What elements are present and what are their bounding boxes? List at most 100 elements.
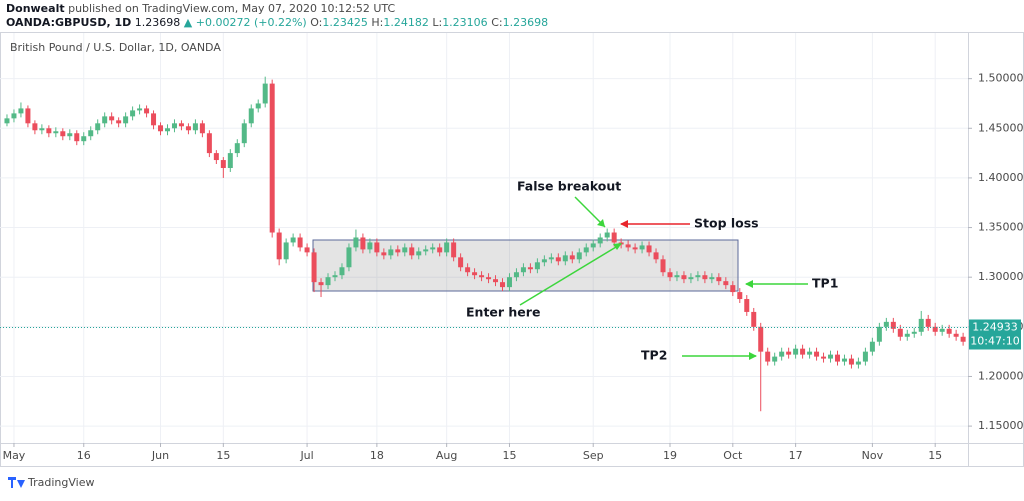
candle-body [576, 252, 582, 260]
candle-body [632, 247, 638, 250]
candle-body [18, 108, 24, 114]
candle-body [828, 354, 834, 359]
candle-body [506, 277, 512, 288]
candle-body [213, 153, 219, 161]
candle-body [220, 160, 226, 168]
candle-body [513, 272, 519, 278]
candle-body [786, 351, 792, 355]
candle-body [444, 242, 450, 253]
arrow [519, 243, 622, 306]
candle-body [304, 247, 310, 253]
candle-body [716, 277, 722, 282]
candle-body [625, 244, 631, 248]
annotation: Enter here [466, 305, 540, 320]
candle-body [876, 326, 882, 342]
candle-body [674, 275, 680, 278]
candle-body [360, 237, 366, 250]
candle-body [688, 277, 694, 280]
candle-body [32, 123, 38, 131]
annotation: False breakout [517, 179, 621, 194]
candle-body [423, 249, 429, 252]
candle-body [46, 128, 52, 134]
h-label: H: [371, 16, 383, 29]
candle-body [486, 277, 492, 280]
x-tick-label: 18 [370, 449, 384, 462]
candle-body [911, 331, 917, 334]
candle-body [144, 108, 150, 114]
candle-body [793, 348, 799, 355]
candle-body [137, 108, 143, 111]
annotation: Stop loss [694, 216, 759, 231]
y-tick-label: 1.20000 [978, 369, 1024, 382]
candle-body [499, 282, 505, 288]
candle-body [841, 358, 847, 362]
candle-body [151, 113, 157, 126]
x-tick-label: 19 [663, 449, 677, 462]
candle-body [723, 281, 729, 286]
candle-body [527, 267, 533, 270]
arrow-head [613, 243, 622, 250]
candle-body [821, 356, 827, 359]
candle-body [158, 125, 164, 132]
candle-body [164, 128, 170, 132]
l: 1.23106 [442, 16, 488, 29]
candle-body [269, 83, 275, 233]
candle-body [102, 116, 108, 124]
candle-body [590, 243, 596, 248]
header-line-2: OANDA:GBPUSD, 1D 1.23698 ▲ +0.00272 (+0.… [6, 16, 548, 29]
candle-body [834, 354, 840, 362]
candle-body [74, 133, 80, 142]
x-tick-label: Sep [583, 449, 604, 462]
candle-body [953, 333, 959, 337]
candle-body [695, 275, 701, 278]
candle-body [639, 245, 645, 250]
candle-body [199, 123, 205, 134]
candle-body [897, 328, 903, 337]
y-tick-label: 1.50000 [978, 72, 1024, 85]
candle-body [325, 277, 331, 286]
c: 1.23698 [503, 16, 549, 29]
candle-body [925, 318, 931, 327]
x-tick-label: 15 [502, 449, 516, 462]
candle-body [862, 351, 868, 362]
candle-body [206, 133, 212, 154]
candle-body [109, 116, 115, 121]
logo [8, 477, 25, 488]
candle-body [255, 103, 261, 109]
candle-body [555, 257, 561, 262]
candle-body [88, 130, 94, 137]
candle-body [276, 232, 282, 260]
candle-body [709, 277, 715, 280]
x-tick-label: 16 [77, 449, 91, 462]
x-tick-label: 15 [216, 449, 230, 462]
candle-body [290, 237, 296, 243]
candle-body [395, 249, 401, 253]
candle-body [883, 321, 889, 327]
candle-body [171, 123, 177, 129]
x-tick-label: Aug [436, 449, 457, 462]
candle-body [681, 275, 687, 280]
arrow-head [749, 352, 757, 360]
candle-body [262, 83, 268, 104]
candle-body [53, 131, 59, 134]
candle-body [534, 262, 540, 270]
candle-body [192, 123, 198, 131]
candle-body [465, 267, 471, 273]
candle-body [597, 237, 603, 244]
candle-body [311, 252, 317, 283]
candle-body [737, 292, 743, 300]
candle-body [848, 358, 854, 365]
candle-body [130, 110, 136, 117]
candle-body [758, 326, 764, 352]
candle-body [730, 285, 736, 293]
o: 1.23425 [322, 16, 368, 29]
annotation: TP2 [641, 348, 667, 363]
symbol: OANDA:GBPUSD, 1D [6, 16, 131, 29]
candle-body [227, 153, 233, 168]
candle-body [185, 126, 191, 131]
candle-body [751, 311, 757, 327]
candle-body [116, 120, 122, 124]
candle-body [779, 351, 785, 357]
y-tick-label: 1.15000 [978, 419, 1024, 432]
candle-body [60, 131, 66, 137]
